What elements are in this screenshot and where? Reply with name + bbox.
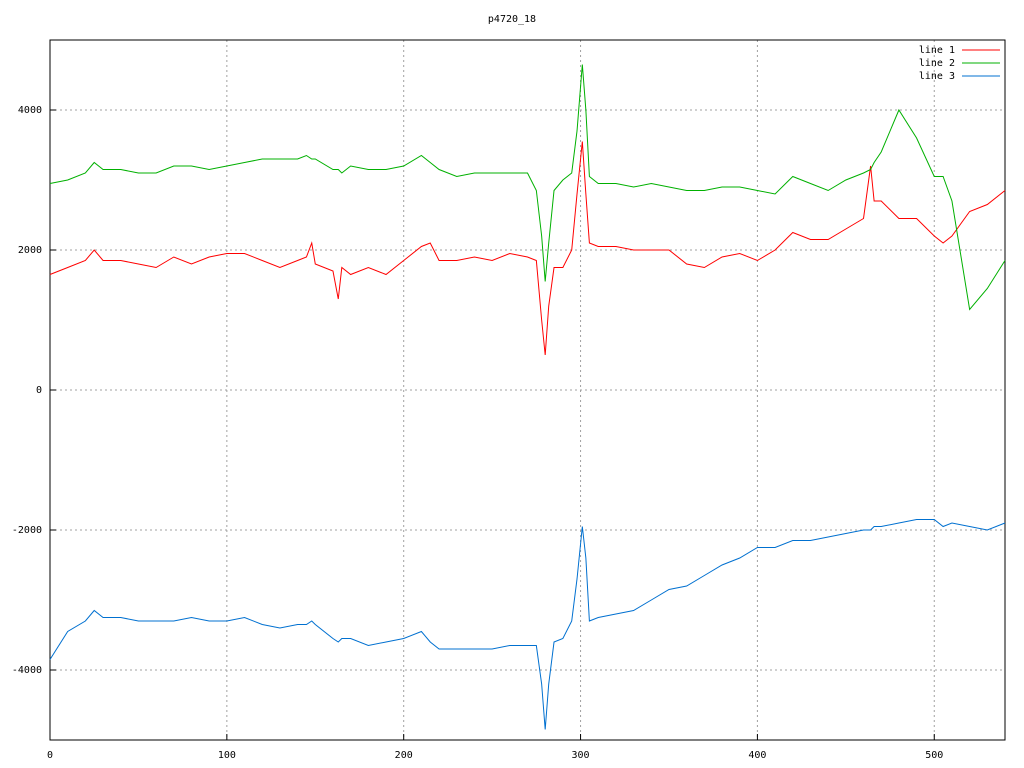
legend-label: line 3 — [919, 71, 955, 82]
legend-label: line 2 — [919, 58, 955, 69]
plot-frame — [49, 39, 1006, 741]
data-line — [49, 519, 1006, 730]
x-tick-label: 0 — [47, 750, 53, 761]
x-tick-label: 500 — [925, 750, 943, 761]
x-tick-label: 400 — [748, 750, 766, 761]
y-tick-label: -4000 — [12, 665, 42, 676]
x-tick-label: 100 — [218, 750, 236, 761]
data-line — [49, 64, 1006, 311]
x-tick-label: 200 — [395, 750, 413, 761]
data-line — [49, 141, 1006, 356]
y-tick-label: 2000 — [18, 245, 42, 256]
y-tick-label: 0 — [36, 385, 42, 396]
chart-title: p4720_18 — [488, 14, 536, 25]
y-tick-label: 4000 — [18, 105, 42, 116]
x-tick-label: 300 — [572, 750, 590, 761]
legend-label: line 1 — [919, 45, 955, 56]
y-tick-label: -2000 — [12, 525, 42, 536]
